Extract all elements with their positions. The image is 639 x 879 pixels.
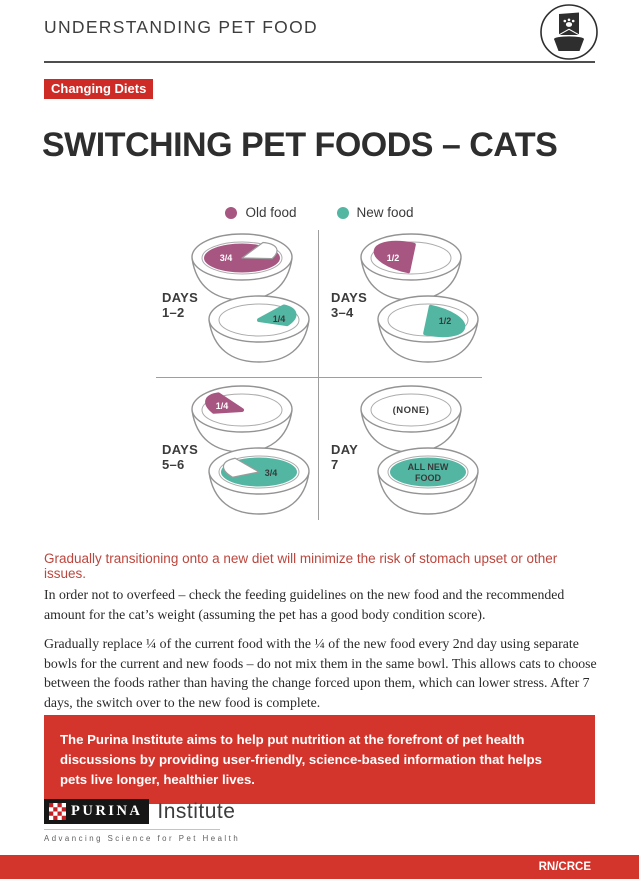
purina-institute-logo: PURINA Institute Advancing Science for P… bbox=[44, 799, 238, 843]
bowl-old-food: 3/4 bbox=[191, 233, 293, 301]
svg-text:3/4: 3/4 bbox=[220, 253, 233, 263]
legend-new-food: New food bbox=[336, 205, 414, 220]
svg-text:FOOD: FOOD bbox=[415, 473, 441, 483]
new-food-dot bbox=[336, 206, 349, 219]
paragraph-2: Gradually replace ¼ of the current food … bbox=[44, 636, 597, 710]
header-divider bbox=[44, 61, 595, 63]
pet-food-icon bbox=[538, 3, 600, 61]
bowl-new-food: 1/4 bbox=[208, 295, 310, 363]
day-label: DAYS 1–2 bbox=[162, 290, 199, 320]
svg-text:(NONE): (NONE) bbox=[393, 405, 430, 416]
top-bowl: 1/2 bbox=[359, 230, 463, 306]
day-label: DAYS 5–6 bbox=[162, 442, 199, 472]
diagram-vertical-divider bbox=[318, 230, 319, 520]
footer-bar: RN/CRCE bbox=[0, 855, 639, 879]
purina-institute-callout: The Purina Institute aims to help put nu… bbox=[44, 715, 595, 805]
day-label: DAYS 3–4 bbox=[331, 290, 368, 320]
diagram-quadrant-2: DAYS 3–4 1/2 1/2 bbox=[319, 228, 487, 380]
legend-old-food: Old food bbox=[225, 205, 297, 220]
bottom-bowl: ALL NEW FOOD bbox=[376, 444, 480, 520]
bottom-bowl: 1/2 bbox=[376, 292, 480, 368]
diagram-quadrant-4: DAY 7 (NONE) ALL NEW FOOD bbox=[319, 380, 487, 532]
bowl-new-food: 3/4 bbox=[208, 447, 310, 515]
day-label: DAY 7 bbox=[331, 442, 359, 472]
lead-sentence: Gradually transitioning onto a new diet … bbox=[44, 551, 558, 581]
old-food-dot bbox=[225, 206, 238, 219]
bottom-bowl: 3/4 bbox=[207, 444, 311, 520]
top-bowl: 3/4 bbox=[190, 230, 294, 306]
svg-text:3/4: 3/4 bbox=[265, 468, 278, 478]
svg-text:ALL NEW: ALL NEW bbox=[408, 462, 449, 472]
footer-code: RN/CRCE bbox=[538, 861, 591, 873]
food-legend: Old food New food bbox=[0, 205, 639, 220]
diagram-quadrant-1: DAYS 1–2 3/4 1/4 bbox=[150, 228, 318, 380]
category-badge: Changing Diets bbox=[44, 79, 154, 99]
legend-new-food-label: New food bbox=[356, 205, 414, 220]
purina-checkerboard-icon bbox=[49, 803, 66, 820]
page-title: SWITCHING PET FOODS – CATS bbox=[42, 126, 558, 164]
bowl-none-food: (NONE) bbox=[360, 385, 462, 453]
svg-text:1/4: 1/4 bbox=[216, 401, 229, 411]
purina-wordmark: PURINA bbox=[44, 799, 150, 824]
bowl-new-food: 1/2 bbox=[377, 295, 479, 363]
bowl-old-food: 1/2 bbox=[360, 233, 462, 301]
feeding-schedule-diagram: DAYS 1–2 3/4 1/4 DAYS 3–4 1/2 1/2 DAYS 5–6 … bbox=[0, 228, 639, 536]
brand-word: PURINA bbox=[71, 803, 143, 819]
bottom-bowl: 1/4 bbox=[207, 292, 311, 368]
paragraph-1: In order not to overfeed – check the fee… bbox=[44, 587, 565, 622]
svg-text:1/2: 1/2 bbox=[439, 316, 452, 326]
diagram-horizontal-divider bbox=[156, 377, 482, 378]
top-bowl: (NONE) bbox=[359, 382, 463, 458]
brand-suffix: Institute bbox=[157, 799, 236, 823]
page-header: UNDERSTANDING PET FOOD bbox=[44, 17, 318, 37]
diagram-quadrant-3: DAYS 5–6 1/4 3/4 bbox=[150, 380, 318, 532]
legend-old-food-label: Old food bbox=[245, 205, 297, 220]
brand-tagline: Advancing Science for Pet Health bbox=[44, 829, 238, 843]
svg-text:1/2: 1/2 bbox=[387, 253, 400, 263]
svg-text:1/4: 1/4 bbox=[273, 314, 286, 324]
